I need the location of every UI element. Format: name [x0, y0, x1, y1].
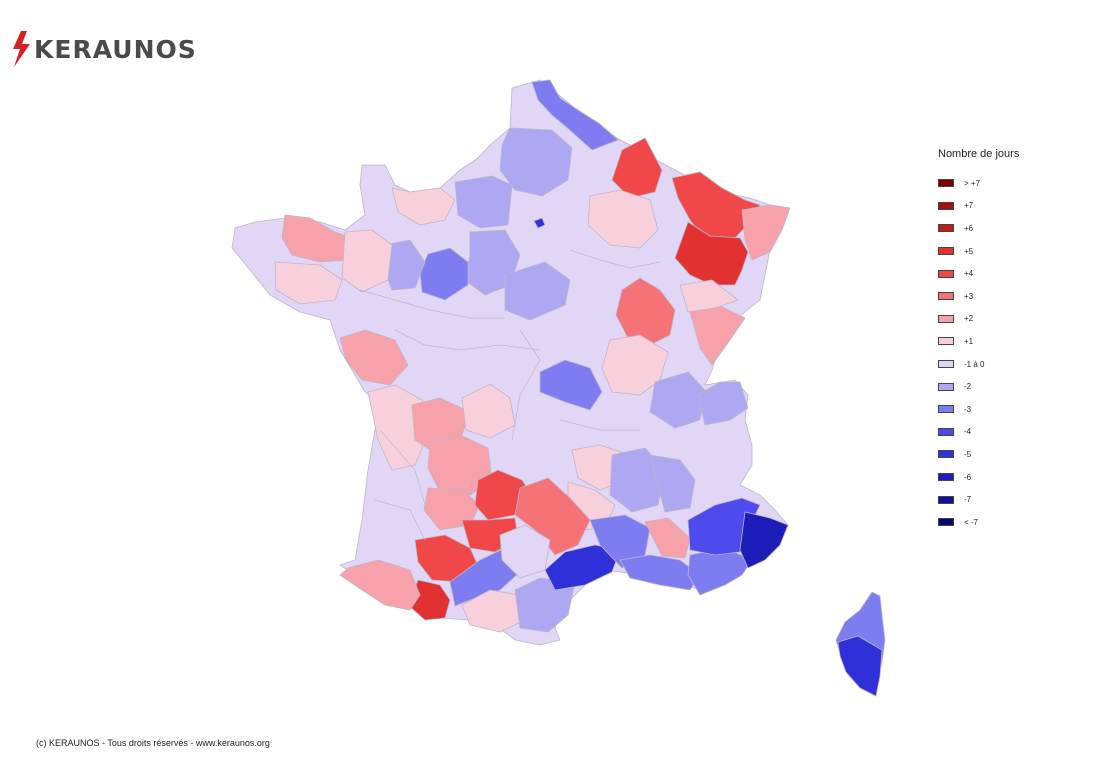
legend-item: +4: [938, 262, 1019, 285]
lightning-bolt-icon: [13, 31, 30, 67]
sarthe: [419, 247, 469, 301]
legend-swatch: [938, 314, 954, 323]
department-border: [374, 499, 426, 541]
legend-item: +2: [938, 308, 1019, 331]
legend-label: -7: [964, 495, 972, 505]
legend-items: > +7 +7 +6 +5 +4 +3 +2 +1 -1 à 0 -2 -3 -4 -5 -6 -7 < -7: [938, 172, 1019, 534]
legend-label: +2: [964, 314, 974, 324]
legend-label: > +7: [964, 178, 981, 188]
legend-item: +1: [938, 330, 1019, 353]
legend-item: -5: [938, 443, 1019, 466]
legend-swatch: [938, 473, 954, 482]
vaucluse: [644, 517, 691, 559]
department-border: [569, 249, 661, 269]
normandie-east: [391, 187, 456, 226]
legend-item: +3: [938, 285, 1019, 308]
ain-area: [649, 371, 706, 429]
department-border: [359, 289, 505, 319]
alpes-maritimes: [739, 511, 789, 569]
oise-area: [454, 175, 513, 229]
brand-name: KERAUNOS: [34, 34, 197, 64]
saone-et-loire: [601, 334, 669, 396]
legend-label: +3: [964, 291, 974, 301]
legend-item: -2: [938, 375, 1019, 398]
legend-swatch: [938, 450, 954, 459]
legend-label: -6: [964, 472, 972, 482]
legend: Nombre de jours > +7 +7 +6 +5 +4 +3 +2 +1 -1 à 0…: [938, 148, 1019, 534]
legend-item: +5: [938, 240, 1019, 263]
legend-item: +6: [938, 217, 1019, 240]
keraunos-logo: KERAUNOS: [10, 30, 197, 68]
vendee: [339, 329, 409, 386]
legend-title: Nombre de jours: [938, 148, 1020, 160]
legend-swatch: [938, 382, 954, 391]
legend-label: +1: [964, 336, 974, 346]
legend-swatch: [938, 360, 954, 369]
legend-label: -1 à 0: [964, 359, 985, 369]
haute-savoie: [697, 381, 749, 426]
ariege-area: [449, 547, 521, 607]
department-border: [511, 329, 541, 441]
aveyron: [514, 477, 591, 556]
cote-d-or: [615, 277, 676, 346]
legend-item: -3: [938, 398, 1019, 421]
legend-item: -1 à 0: [938, 353, 1019, 376]
legend-item: -4: [938, 421, 1019, 444]
bas-rhin: [674, 221, 749, 286]
legend-swatch: [938, 337, 954, 346]
legend-swatch: [938, 518, 954, 527]
legend-item: -6: [938, 466, 1019, 489]
copyright-footer: (c) KERAUNOS - Tous droits réservés - ww…: [36, 738, 270, 748]
gard: [589, 514, 651, 569]
legend-item: > +7: [938, 172, 1019, 195]
legend-swatch: [938, 292, 954, 301]
paris: [533, 217, 546, 229]
legend-label: -3: [964, 404, 972, 414]
legend-label: -2: [964, 382, 972, 392]
legend-label: -5: [964, 449, 972, 459]
savoie-area: [649, 454, 696, 513]
corse-du-sud: [837, 635, 883, 697]
legend-item: -7: [938, 488, 1019, 511]
haut-rhin: [741, 204, 791, 261]
pyrenees-atlantiques: [339, 559, 421, 611]
legend-item: < -7: [938, 511, 1019, 534]
allier: [539, 359, 603, 411]
cotes-d-armor: [281, 214, 353, 263]
pyrenees-orientales-area: [514, 577, 576, 633]
legend-label: < -7: [964, 517, 979, 527]
ardennes: [611, 137, 663, 199]
department-border: [379, 429, 426, 506]
legend-label: +7: [964, 201, 974, 211]
haute-saone: [679, 279, 739, 313]
yonne-area: [504, 261, 571, 321]
legend-label: +4: [964, 269, 974, 279]
legend-label: +6: [964, 223, 974, 233]
nord: [531, 79, 619, 151]
legend-item: +7: [938, 195, 1019, 218]
legend-swatch: [938, 179, 954, 188]
legend-swatch: [938, 201, 954, 210]
legend-label: -4: [964, 427, 972, 437]
ille-et-vilaine: [341, 229, 393, 293]
isere-area: [609, 447, 666, 513]
legend-swatch: [938, 495, 954, 504]
legend-swatch: [938, 427, 954, 436]
legend-label: +5: [964, 246, 974, 256]
legend-swatch: [938, 247, 954, 256]
legend-swatch: [938, 405, 954, 414]
department-border: [394, 329, 541, 351]
marne-area: [587, 189, 659, 249]
legend-swatch: [938, 269, 954, 278]
legend-swatch: [938, 224, 954, 233]
department-border: [559, 419, 640, 431]
morbihan: [274, 261, 343, 305]
aisne-area: [499, 127, 573, 197]
